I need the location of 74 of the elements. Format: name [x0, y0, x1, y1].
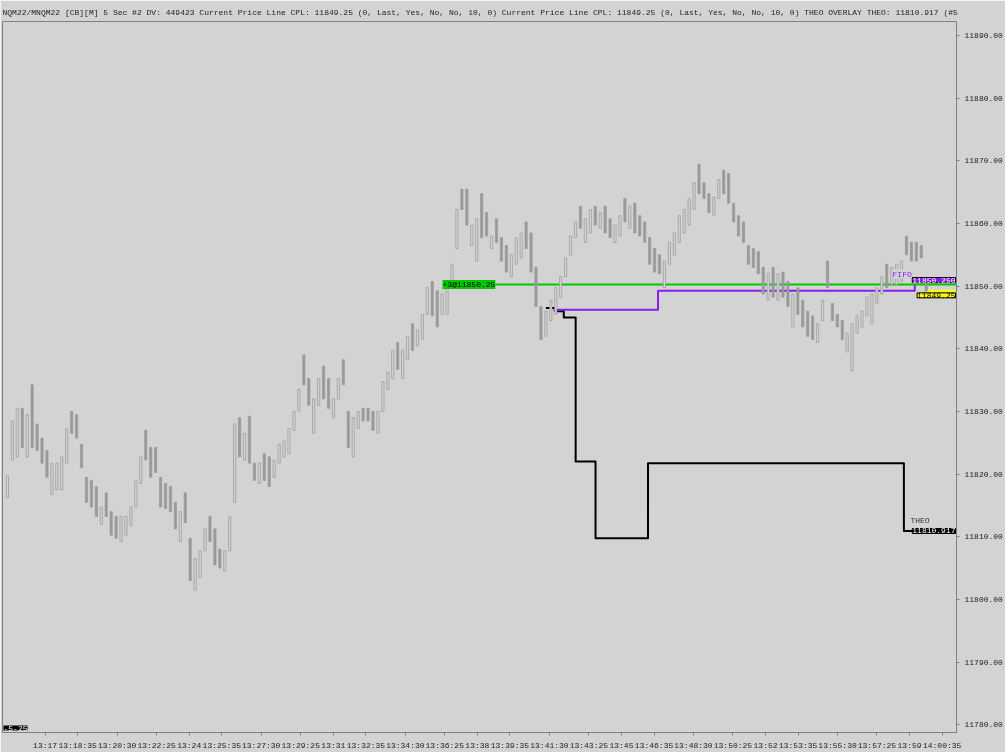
x-tick-label: 13:59 [897, 740, 922, 750]
y-tick-label: 11870.00 [964, 156, 1004, 166]
candlestick [667, 241, 671, 265]
x-tick-label: 13:38 [465, 740, 490, 750]
candlestick [746, 245, 750, 265]
candlestick [653, 248, 657, 273]
x-tick-label: 13:45 [609, 740, 634, 750]
x-tick-label: 13:39:35 [490, 740, 530, 750]
y-tick-label: 11830.00 [964, 406, 1004, 416]
candlestick [332, 398, 335, 419]
y-tick-label: 11840.00 [964, 344, 1004, 354]
y-tick-label: 11860.00 [964, 219, 1004, 229]
candlestick [499, 237, 503, 262]
x-tick-label: 13:31 [321, 740, 346, 750]
candlestick [564, 257, 568, 278]
candlestick [406, 335, 410, 361]
annotation: +3@11850.25 [442, 280, 496, 290]
candlestick [811, 315, 815, 340]
y-tick-label: 11780.00 [964, 720, 1004, 730]
x-tick-label: 13:20:30 [98, 740, 137, 750]
y-tick-label: 11890.00 [964, 31, 1004, 41]
series-label: FIFO [892, 269, 912, 279]
candlestick [742, 221, 745, 243]
x-tick-label: 13:50:25 [713, 740, 753, 750]
x-tick-label: 13:32:35 [346, 740, 386, 750]
series-label: THEO [910, 516, 930, 525]
x-tick-label: 13:41:30 [530, 740, 569, 750]
candlestick [737, 215, 740, 237]
candlestick [751, 248, 755, 268]
x-tick-label: 13:57:25 [857, 740, 897, 750]
y-tick-label: 11790.00 [964, 657, 1004, 667]
candlestick [643, 221, 647, 243]
x-tick-label: 13:36:25 [425, 740, 465, 750]
y-tick-label: 11880.00 [964, 93, 1004, 103]
x-tick-label: 13:22:25 [137, 740, 177, 750]
x-tick-label: 13:46:35 [634, 740, 674, 750]
candlestick [579, 205, 582, 229]
x-tick-label: 14:00:35 [922, 740, 962, 750]
candlestick [732, 202, 736, 223]
x-tick-label: 13:24 [177, 740, 202, 750]
y-tick-label: 11820.00 [964, 469, 1004, 479]
x-tick-label: 13:48:30 [674, 740, 713, 750]
annotation: 11810.917 [912, 526, 956, 536]
x-tick-label: 13:27:30 [242, 740, 281, 750]
y-tick-label: 11850.00 [964, 281, 1004, 291]
candlestick [909, 241, 913, 262]
x-tick-label: 13:43:25 [569, 740, 609, 750]
x-tick-label: 13:52 [753, 740, 778, 750]
x-tick-label: 13:29:25 [281, 740, 321, 750]
y-tick-label: 11800.00 [964, 594, 1004, 604]
x-tick-label: 13:25:35 [202, 740, 242, 750]
candlestick [80, 443, 83, 469]
y-tick-label: 11810.00 [964, 532, 1004, 542]
candlestick [658, 254, 661, 275]
candlestick [70, 411, 74, 434]
candlestick [914, 241, 918, 262]
candlestick [5, 475, 9, 499]
candlestick [257, 462, 261, 484]
candlestick [821, 299, 824, 322]
candlestick [569, 235, 573, 256]
candlestick [485, 212, 489, 237]
candlestick [75, 414, 79, 439]
candlestick [495, 218, 498, 243]
x-tick-label: 13:17 [33, 740, 58, 750]
x-tick-label: 13:34:30 [386, 740, 425, 750]
candlestick [583, 218, 587, 243]
annotation: -5-25 [3, 723, 28, 733]
candlestick [336, 378, 340, 400]
x-tick-label: 13:53:35 [778, 740, 818, 750]
candlestick [905, 235, 908, 256]
chart-title: NQM22/MNQM22 [CB][M] 5 Sec #2 DV: 449423 Current Price Line CPL: 11849.25 (0, Last, Yes, No, No, 10, 0) Current Price Line CPL: 11849.25 (0, Last, Yes, No, No, 10, 0) THEO OVERLAY THEO: 11810.917 (#5 [2, 7, 959, 17]
candlestick [588, 209, 592, 234]
x-tick-label: 13:18:35 [58, 740, 98, 750]
x-tick-label: 13:55:30 [818, 740, 857, 750]
